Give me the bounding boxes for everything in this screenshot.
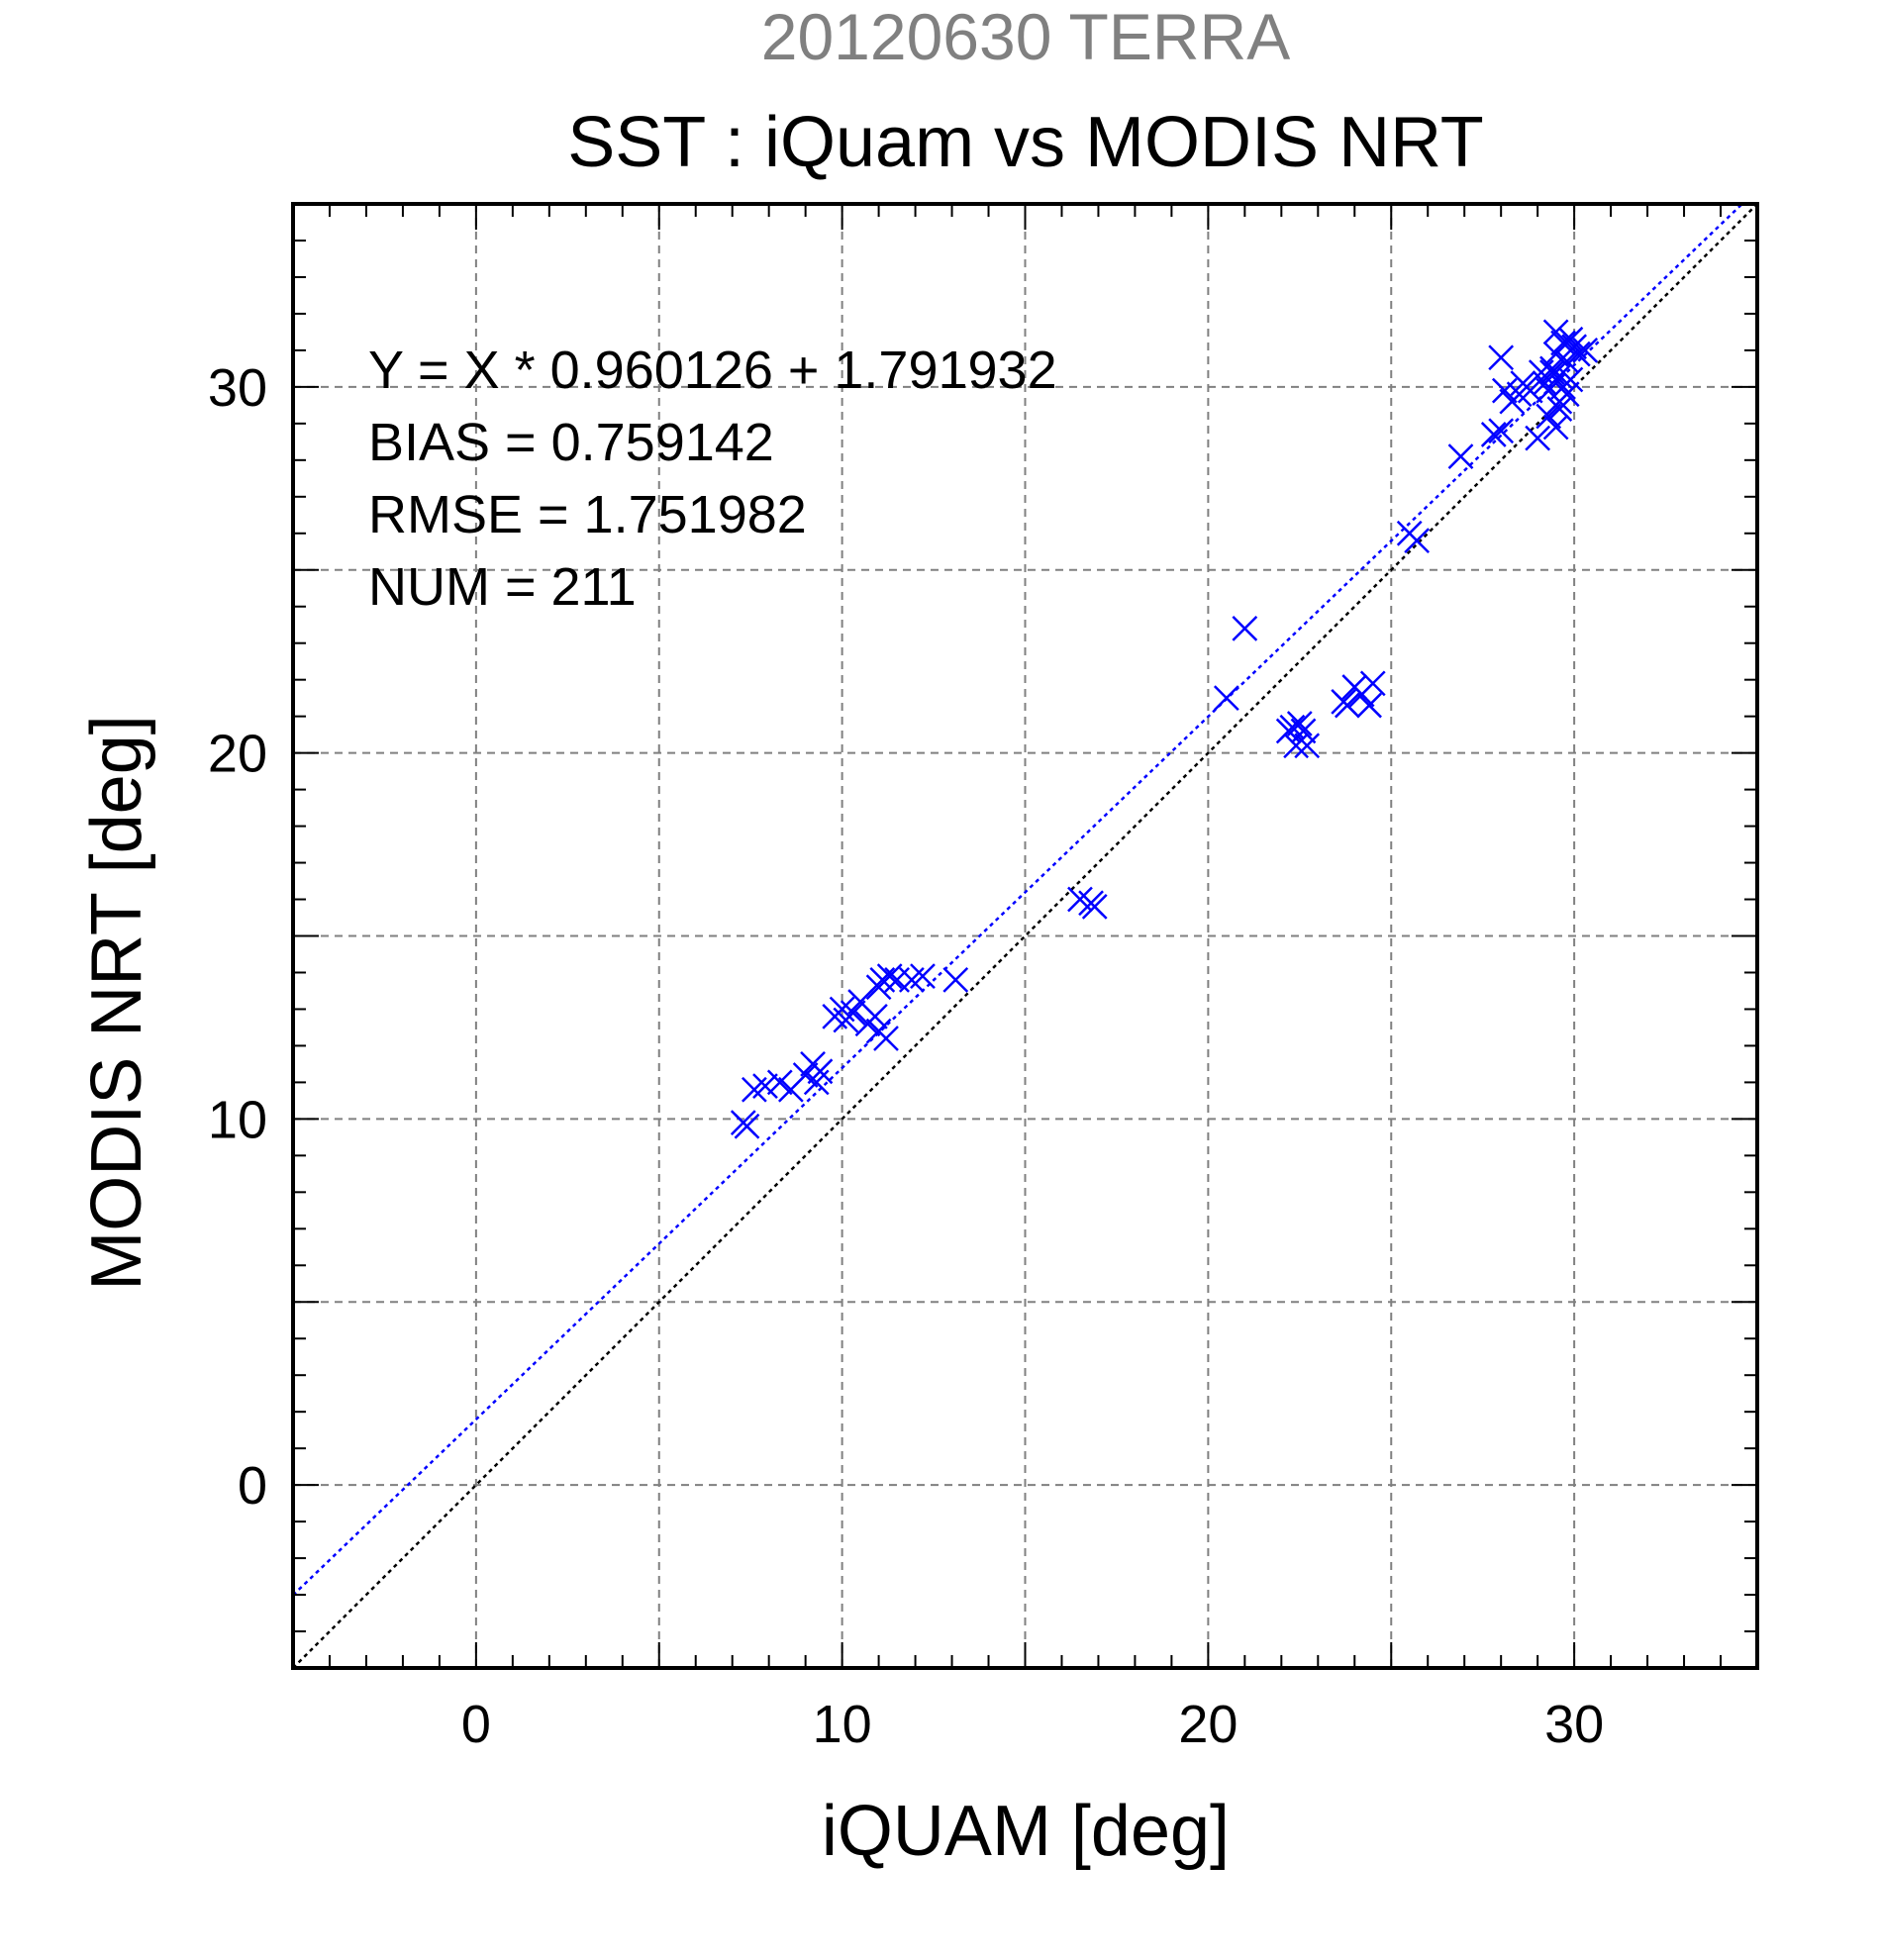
data-point xyxy=(840,1000,866,1027)
plot-frame xyxy=(291,202,1759,1670)
stats-bias: BIAS = 0.759142 xyxy=(368,413,774,472)
data-point xyxy=(1480,422,1507,447)
data-point xyxy=(1539,359,1565,385)
reference-lines xyxy=(292,203,1758,1669)
stats-num: NUM = 211 xyxy=(368,557,637,617)
data-point xyxy=(1213,685,1239,712)
data-point xyxy=(752,1073,778,1099)
data-points xyxy=(730,319,1599,1139)
x-tick-label: 10 xyxy=(813,1695,872,1754)
data-point xyxy=(1283,733,1309,759)
data-point xyxy=(873,1026,899,1051)
data-point xyxy=(1542,319,1569,345)
chart-supertitle: 20120630 TERRA xyxy=(761,0,1290,73)
y-tick-label: 0 xyxy=(238,1456,267,1516)
stats-rmse: RMSE = 1.751982 xyxy=(368,485,807,544)
data-point xyxy=(876,963,903,990)
data-point xyxy=(884,966,910,993)
data-point xyxy=(869,966,896,993)
data-point xyxy=(1557,326,1584,352)
data-point xyxy=(1334,692,1360,719)
x-tick-label: 0 xyxy=(461,1695,491,1754)
data-point xyxy=(1356,692,1382,719)
data-point xyxy=(862,1003,888,1029)
data-point xyxy=(1517,377,1543,404)
data-point xyxy=(1294,733,1321,759)
data-point xyxy=(1232,616,1258,641)
data-point xyxy=(1488,418,1515,444)
data-point xyxy=(1447,443,1474,470)
stats-regression: Y = X * 0.960126 + 1.791932 xyxy=(368,341,1057,400)
data-point xyxy=(1572,338,1599,363)
x-tick-label: 30 xyxy=(1544,1695,1604,1754)
data-point xyxy=(1564,341,1591,367)
data-point xyxy=(942,966,969,993)
y-tick-label: 30 xyxy=(208,358,267,418)
data-point xyxy=(1546,396,1573,422)
x-axis-label: iQUAM [deg] xyxy=(822,1792,1230,1871)
data-point xyxy=(1286,711,1313,736)
data-point xyxy=(734,1113,760,1139)
data-point xyxy=(1488,344,1515,371)
y-tick-label: 10 xyxy=(208,1090,267,1149)
data-point xyxy=(1404,528,1431,554)
y-axis-label: MODIS NRT [deg] xyxy=(77,715,156,1291)
data-point xyxy=(1359,670,1386,697)
data-point xyxy=(766,1069,793,1096)
fit-line xyxy=(292,203,1743,1597)
data-point xyxy=(910,963,936,990)
data-point xyxy=(1290,718,1317,744)
x-tick-label: 20 xyxy=(1178,1695,1238,1754)
axis-ticks xyxy=(292,203,1758,1669)
stats-annotation: Y = X * 0.960126 + 1.791932 BIAS = 0.759… xyxy=(368,341,1057,617)
y-tick-label: 20 xyxy=(208,725,267,784)
data-point xyxy=(807,1058,834,1085)
data-point xyxy=(1491,377,1518,404)
chart-title: SST : iQuam vs MODIS NRT xyxy=(567,103,1484,182)
data-point xyxy=(792,1062,819,1088)
data-point xyxy=(1550,373,1576,400)
data-point xyxy=(1535,377,1562,404)
data-point xyxy=(1525,425,1551,451)
tick-labels: 0 10 20 30 0 10 20 30 xyxy=(208,358,1604,1754)
data-point xyxy=(1535,403,1562,430)
data-point xyxy=(1081,894,1108,920)
